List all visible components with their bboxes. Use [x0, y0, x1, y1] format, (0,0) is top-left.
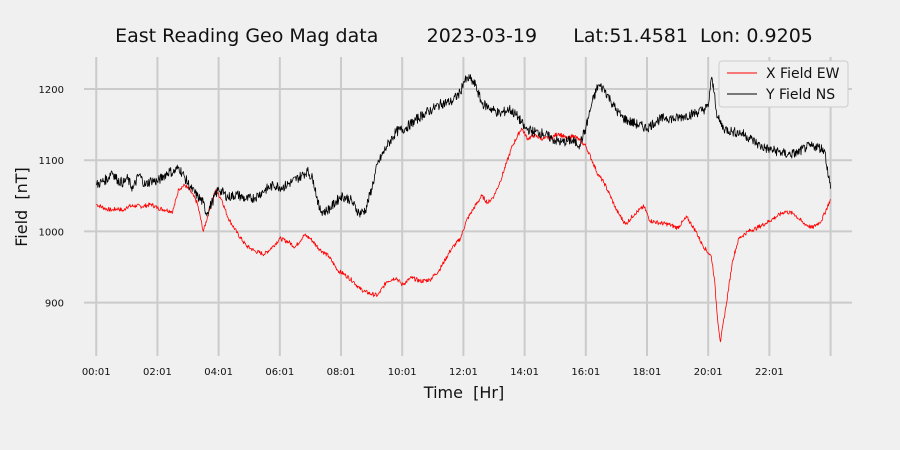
- y-tick-label-1: 1000: [39, 227, 64, 238]
- chart-title: East Reading Geo Mag data 2023-03-19 Lat…: [115, 25, 813, 47]
- x-tick-label-1: 02:01: [143, 367, 172, 378]
- series-line-y-field-ns: [95, 74, 831, 218]
- x-tick-label-4: 08:01: [327, 367, 356, 378]
- y-axis-label: Field [nT]: [12, 167, 31, 247]
- y-tick-label-3: 1200: [39, 85, 64, 96]
- series-line-x-field-ew: [96, 127, 831, 343]
- y-tick-label-2: 1100: [39, 156, 64, 167]
- x-tick-label-3: 06:01: [265, 367, 294, 378]
- x-tick-label-10: 20:01: [694, 367, 723, 378]
- x-axis-label: Time [Hr]: [423, 383, 504, 402]
- series-lines: [95, 74, 831, 343]
- x-tick-label-0: 00:01: [82, 367, 111, 378]
- x-tick-label-5: 10:01: [388, 367, 417, 378]
- x-tick-label-7: 14:01: [510, 367, 539, 378]
- legend: X Field EW Y Field NS: [718, 60, 849, 108]
- x-tick-label-6: 12:01: [449, 367, 478, 378]
- legend-label-x-field: X Field EW: [766, 66, 840, 82]
- x-tick-label-8: 16:01: [571, 367, 600, 378]
- legend-label-y-field: Y Field NS: [765, 87, 835, 103]
- y-tick-labels: 900 1000 1100 1200: [39, 85, 64, 310]
- y-tick-label-0: 900: [45, 299, 64, 310]
- x-tick-label-9: 18:01: [633, 367, 662, 378]
- x-tick-label-11: 22:01: [755, 367, 784, 378]
- x-tick-label-2: 04:01: [204, 367, 233, 378]
- x-tick-labels: 00:01 02:01 04:01 06:01 08:01 10:01 12:01 14:01…: [82, 367, 784, 378]
